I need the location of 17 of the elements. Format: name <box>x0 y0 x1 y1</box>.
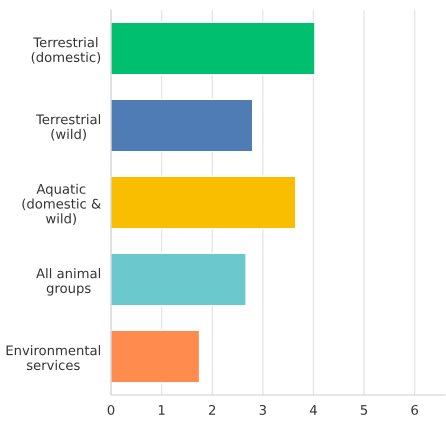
y-tick-label: All animal groups <box>36 268 100 296</box>
y-tick-label: Environmental services <box>6 345 100 370</box>
x-tick-label: 4 <box>310 405 317 415</box>
bar <box>111 330 200 384</box>
x-tick-label: 2 <box>208 404 216 415</box>
x-tick-label: 5 <box>360 405 368 415</box>
y-tick-label: Terrestrial (domestic) <box>32 37 100 64</box>
bar <box>111 22 316 76</box>
x-tick-label: 3 <box>260 404 266 415</box>
y-tick-label: Terrestrial (wild) <box>36 114 100 141</box>
bar <box>111 252 247 306</box>
y-tick-label: Aquatic (domestic & wild) <box>22 184 101 226</box>
bar <box>111 176 296 230</box>
bar <box>111 98 254 152</box>
x-tick-label: 1 <box>158 405 165 415</box>
x-tick-label: 0 <box>108 404 114 415</box>
x-tick-label: 6 <box>411 404 418 415</box>
